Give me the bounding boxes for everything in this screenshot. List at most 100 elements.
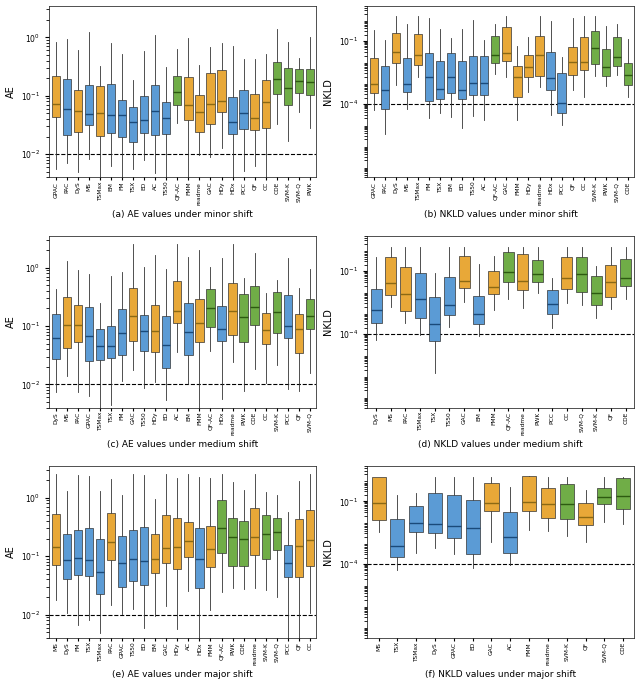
Bar <box>532 260 543 282</box>
Bar <box>372 477 386 520</box>
Bar <box>140 95 148 133</box>
Bar <box>488 271 499 294</box>
Bar <box>162 515 170 563</box>
Bar <box>107 325 115 358</box>
Bar <box>74 306 82 342</box>
Bar <box>151 86 159 136</box>
Bar <box>425 53 433 101</box>
X-axis label: (f) NKLD values under major shift: (f) NKLD values under major shift <box>426 671 577 680</box>
Bar <box>591 275 602 305</box>
Bar <box>294 314 303 353</box>
Bar <box>492 36 499 64</box>
Y-axis label: NKLD: NKLD <box>323 538 333 565</box>
Y-axis label: NKLD: NKLD <box>323 308 333 335</box>
Bar <box>206 289 214 327</box>
Bar <box>273 292 281 333</box>
Bar <box>444 277 455 314</box>
Bar <box>616 478 630 510</box>
Bar <box>385 258 396 295</box>
X-axis label: (c) AE values under medium shift: (c) AE values under medium shift <box>108 440 259 449</box>
Bar <box>503 512 517 553</box>
Bar <box>173 76 182 105</box>
Bar <box>228 97 237 134</box>
Bar <box>541 488 555 519</box>
Bar <box>239 90 248 129</box>
Bar <box>74 90 82 132</box>
Bar <box>458 61 467 99</box>
Bar <box>129 107 138 142</box>
Bar <box>306 69 314 95</box>
Bar <box>429 297 440 340</box>
Y-axis label: NKLD: NKLD <box>323 78 333 105</box>
Bar <box>218 500 226 553</box>
Bar <box>294 68 303 93</box>
Bar <box>392 33 400 62</box>
Bar <box>173 519 182 569</box>
Bar <box>612 37 621 66</box>
Bar <box>502 252 514 282</box>
Bar <box>118 309 126 356</box>
Bar <box>447 53 455 93</box>
Bar <box>400 266 411 311</box>
Bar <box>390 519 404 557</box>
Bar <box>195 528 204 588</box>
Bar <box>52 314 60 360</box>
Bar <box>502 27 511 61</box>
Bar <box>469 55 477 95</box>
Bar <box>250 508 259 555</box>
Bar <box>206 73 214 125</box>
Bar <box>96 329 104 360</box>
Bar <box>620 260 631 286</box>
Bar <box>151 534 159 573</box>
Bar <box>294 519 303 577</box>
Bar <box>284 295 292 338</box>
Bar <box>262 515 270 559</box>
Bar <box>484 483 499 511</box>
Bar <box>524 55 532 77</box>
Bar <box>381 66 389 109</box>
Bar <box>151 306 159 352</box>
Bar <box>195 95 204 132</box>
Bar <box>273 519 281 550</box>
Bar <box>428 493 442 533</box>
Bar <box>403 58 411 92</box>
Bar <box>306 299 314 329</box>
Bar <box>568 47 577 75</box>
Bar <box>597 488 611 504</box>
Bar <box>85 528 93 575</box>
Bar <box>576 257 587 292</box>
Bar <box>96 539 104 595</box>
Bar <box>184 303 193 355</box>
Bar <box>162 316 170 368</box>
Bar <box>85 85 93 125</box>
Bar <box>370 58 378 93</box>
Y-axis label: AE: AE <box>6 315 15 328</box>
Bar <box>513 66 522 97</box>
Bar <box>284 68 292 105</box>
Bar <box>107 513 115 560</box>
Bar <box>85 308 93 361</box>
Bar <box>561 257 572 289</box>
Bar <box>63 79 71 135</box>
Bar <box>306 510 314 566</box>
Bar <box>96 86 104 136</box>
Bar <box>206 525 214 567</box>
Bar <box>52 514 60 565</box>
Bar <box>547 51 555 90</box>
Bar <box>579 503 593 525</box>
X-axis label: (a) AE values under minor shift: (a) AE values under minor shift <box>113 210 253 219</box>
Bar <box>74 530 82 575</box>
X-axis label: (e) AE values under major shift: (e) AE values under major shift <box>113 671 253 680</box>
Y-axis label: AE: AE <box>6 545 15 558</box>
Bar <box>409 506 423 532</box>
Bar <box>140 527 148 585</box>
Y-axis label: AE: AE <box>6 85 15 98</box>
Bar <box>262 313 270 344</box>
Bar <box>480 56 488 95</box>
Bar <box>624 64 632 84</box>
X-axis label: (b) NKLD values under minor shift: (b) NKLD values under minor shift <box>424 210 578 219</box>
Bar <box>184 523 193 558</box>
Bar <box>250 286 259 325</box>
Bar <box>459 256 470 288</box>
Bar <box>239 295 248 342</box>
